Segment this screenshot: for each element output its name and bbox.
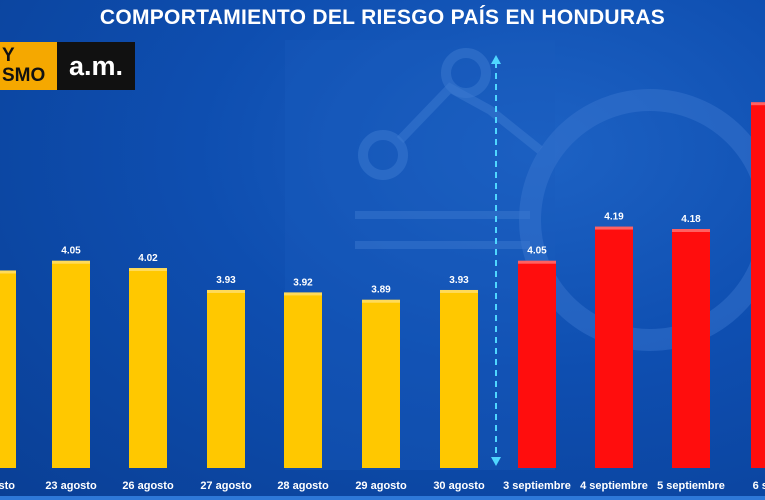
data-label-3: 3.93 (216, 275, 236, 286)
divider-arrow-down (491, 457, 501, 466)
brand-logo-right: a.m. (57, 42, 135, 90)
bar-2 (129, 268, 167, 468)
bar-7 (518, 260, 556, 468)
bar-5 (362, 299, 400, 468)
bar-0 (0, 270, 16, 468)
data-label-8: 4.19 (604, 212, 624, 223)
chart-title: COMPORTAMIENTO DEL RIESGO PAÍS EN HONDUR… (99, 6, 666, 29)
bar-10 (751, 102, 765, 469)
bar-highlight-6 (440, 289, 478, 293)
x-tick-label-8: 4 septiembre (580, 480, 648, 492)
x-tick-label-5: 29 agosto (355, 480, 407, 492)
bar-highlight-9 (672, 229, 710, 233)
bottom-rule (0, 496, 765, 500)
bar-3 (207, 289, 245, 468)
data-label-4: 3.92 (293, 277, 313, 288)
bar-highlight-10 (751, 102, 765, 106)
bar-highlight-3 (207, 289, 245, 293)
x-tick-label-7: 3 septiembre (503, 480, 571, 492)
bar-highlight-8 (595, 226, 633, 230)
data-label-6: 3.93 (449, 275, 469, 286)
x-tick-label-4: 28 agosto (277, 480, 329, 492)
bar-highlight-0 (0, 270, 16, 274)
bar-highlight-7 (518, 260, 556, 264)
bar-8 (595, 226, 633, 468)
brand-logo-left-text: Y SMO (2, 45, 46, 86)
x-tick-label-10: 6 septi (753, 480, 765, 492)
data-label-7: 4.05 (527, 246, 547, 257)
data-label-2: 4.02 (138, 253, 158, 264)
x-tick-label-6: 30 agosto (433, 480, 485, 492)
data-label-9: 4.18 (681, 214, 701, 225)
bar-1 (52, 260, 90, 468)
bar-highlight-1 (52, 260, 90, 264)
bar-9 (672, 229, 710, 468)
bar-4 (284, 292, 322, 468)
brand-logo-left: Y SMO (0, 42, 57, 90)
divider-arrow-up (491, 55, 501, 64)
x-tick-label-0: agosto (0, 480, 15, 492)
brand-logo: Y SMO a.m. (0, 42, 135, 90)
bar-highlight-5 (362, 299, 400, 303)
bar-highlight-2 (129, 268, 167, 272)
x-tick-label-2: 26 agosto (122, 480, 174, 492)
data-label-5: 3.89 (371, 285, 391, 296)
data-label-1: 4.05 (61, 246, 81, 257)
bar-highlight-4 (284, 292, 322, 296)
bar-6 (440, 289, 478, 468)
x-tick-label-1: 23 agosto (45, 480, 97, 492)
x-tick-label-3: 27 agosto (200, 480, 252, 492)
x-tick-label-9: 5 septiembre (657, 480, 725, 492)
